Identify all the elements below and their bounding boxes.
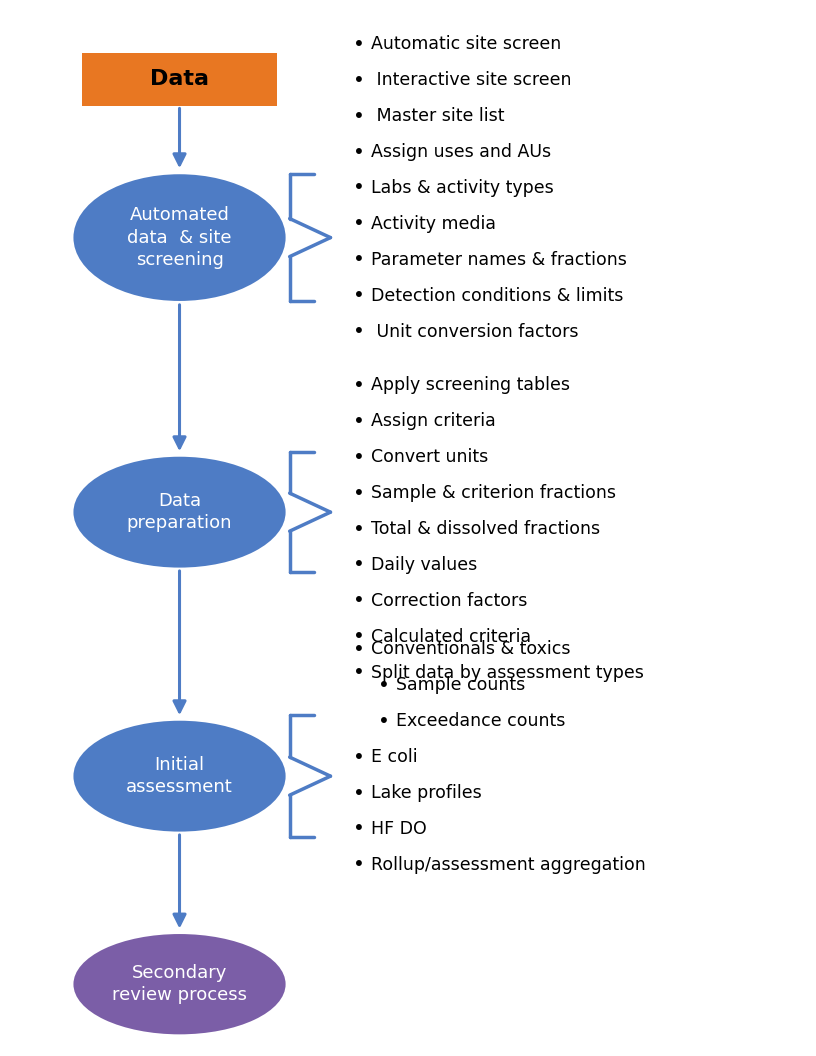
Ellipse shape	[73, 456, 286, 568]
Text: Sample counts: Sample counts	[396, 676, 525, 695]
Text: Rollup/assessment aggregation: Rollup/assessment aggregation	[371, 855, 646, 874]
Text: •: •	[353, 448, 365, 467]
Text: Automated
data  & site
screening: Automated data & site screening	[127, 206, 232, 269]
Text: Lake profiles: Lake profiles	[371, 784, 482, 803]
Text: Split data by assessment types: Split data by assessment types	[371, 663, 644, 682]
Text: •: •	[353, 819, 365, 838]
Text: Secondary
review process: Secondary review process	[112, 964, 247, 1004]
FancyBboxPatch shape	[82, 53, 277, 106]
Text: •: •	[353, 35, 365, 54]
Text: •: •	[353, 555, 365, 574]
Text: Convert units: Convert units	[371, 448, 489, 467]
Text: •: •	[353, 286, 365, 305]
Text: •: •	[353, 520, 365, 539]
Text: •: •	[353, 143, 365, 162]
Ellipse shape	[73, 720, 286, 832]
Text: •: •	[353, 640, 365, 659]
Text: Assign criteria: Assign criteria	[371, 412, 496, 431]
Text: •: •	[353, 71, 365, 90]
Text: •: •	[353, 484, 365, 503]
Text: Automatic site screen: Automatic site screen	[371, 35, 561, 54]
Text: Total & dissolved fractions: Total & dissolved fractions	[371, 520, 601, 539]
Ellipse shape	[73, 934, 286, 1035]
Text: Master site list: Master site list	[371, 107, 505, 126]
Text: •: •	[353, 627, 365, 646]
Text: Interactive site screen: Interactive site screen	[371, 71, 572, 90]
Text: •: •	[353, 591, 365, 610]
Text: •: •	[353, 412, 365, 431]
Text: Calculated criteria: Calculated criteria	[371, 627, 531, 646]
Text: Conventionals & toxics: Conventionals & toxics	[371, 640, 570, 659]
Text: Data: Data	[150, 70, 209, 89]
Text: Correction factors: Correction factors	[371, 591, 528, 610]
Text: E coli: E coli	[371, 748, 418, 767]
Text: •: •	[353, 855, 365, 874]
Text: Data
preparation: Data preparation	[126, 492, 233, 532]
Text: Daily values: Daily values	[371, 555, 477, 574]
Text: •: •	[353, 107, 365, 126]
Text: Initial
assessment: Initial assessment	[126, 756, 233, 796]
Text: Sample & criterion fractions: Sample & criterion fractions	[371, 484, 616, 503]
Text: Unit conversion factors: Unit conversion factors	[371, 322, 579, 341]
Text: Parameter names & fractions: Parameter names & fractions	[371, 250, 628, 269]
Ellipse shape	[73, 174, 286, 301]
Text: •: •	[378, 712, 389, 731]
Text: •: •	[353, 214, 365, 233]
Text: •: •	[353, 178, 365, 197]
Text: Detection conditions & limits: Detection conditions & limits	[371, 286, 623, 305]
Text: Apply screening tables: Apply screening tables	[371, 376, 570, 395]
Text: •: •	[378, 676, 389, 695]
Text: •: •	[353, 322, 365, 341]
Text: •: •	[353, 748, 365, 767]
Text: Exceedance counts: Exceedance counts	[396, 712, 565, 731]
Text: •: •	[353, 784, 365, 803]
Text: •: •	[353, 250, 365, 269]
Text: •: •	[353, 663, 365, 682]
Text: Assign uses and AUs: Assign uses and AUs	[371, 143, 552, 162]
Text: HF DO: HF DO	[371, 819, 427, 838]
Text: Labs & activity types: Labs & activity types	[371, 178, 554, 197]
Text: Activity media: Activity media	[371, 214, 496, 233]
Text: •: •	[353, 376, 365, 395]
